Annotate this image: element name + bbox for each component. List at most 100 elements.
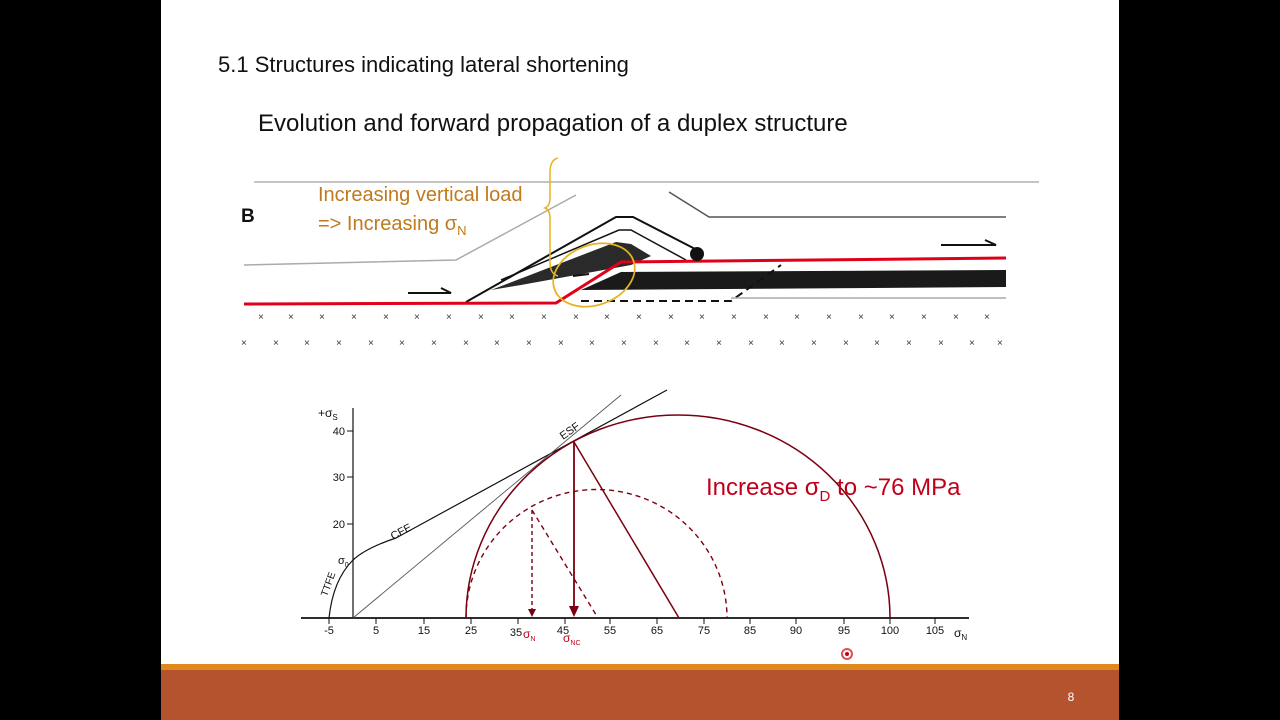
svg-text:×: × xyxy=(858,312,864,323)
pin-marker xyxy=(690,247,704,261)
svg-text:×: × xyxy=(843,338,849,349)
x-tick: 5 xyxy=(373,625,379,637)
x-tick: 15 xyxy=(418,625,430,637)
svg-text:×: × xyxy=(969,338,975,349)
arrow-right xyxy=(941,239,997,246)
x-tick: 105 xyxy=(926,625,944,637)
svg-text:×: × xyxy=(258,312,264,323)
slide-heading: Evolution and forward propagation of a d… xyxy=(258,110,848,137)
page-number: 8 xyxy=(1067,690,1075,704)
svg-text:×: × xyxy=(431,338,437,349)
thrust-sheet-outer xyxy=(465,216,702,303)
vertical-load-annotation: Increasing vertical load => Increasing σ… xyxy=(318,181,523,245)
svg-text:×: × xyxy=(526,338,532,349)
y-tick-40: 40 xyxy=(333,426,345,438)
svg-text:×: × xyxy=(446,312,452,323)
svg-text:×: × xyxy=(826,312,832,323)
horse-layer-dark xyxy=(491,242,651,290)
svg-text:×: × xyxy=(763,312,769,323)
svg-text:×: × xyxy=(558,338,564,349)
sigma0-label: σ0 xyxy=(338,555,349,569)
svg-text:×: × xyxy=(938,338,944,349)
ttfe-label: TTFE xyxy=(319,570,338,598)
mohr-circle-final xyxy=(465,414,891,619)
svg-text:×: × xyxy=(604,312,610,323)
x-tick: 45 xyxy=(557,625,569,637)
radius-line-final xyxy=(573,441,680,619)
svg-text:×: × xyxy=(636,312,642,323)
svg-text:×: × xyxy=(953,312,959,323)
upper-bed-right xyxy=(668,191,1006,218)
svg-text:×: × xyxy=(399,338,405,349)
svg-text:×: × xyxy=(494,338,500,349)
footer-accent-line xyxy=(161,664,1119,670)
y-axis-label: +σS xyxy=(318,406,338,422)
svg-text:×: × xyxy=(509,312,515,323)
footer-bar xyxy=(161,670,1119,720)
svg-text:×: × xyxy=(889,312,895,323)
svg-text:×: × xyxy=(921,312,927,323)
svg-text:×: × xyxy=(684,338,690,349)
sigma-n-arrowhead xyxy=(528,609,536,617)
x-tick: 25 xyxy=(465,625,477,637)
x-tick-marks xyxy=(328,618,936,624)
x-tick: 100 xyxy=(881,625,899,637)
svg-text:×: × xyxy=(794,312,800,323)
slide: 5.1 Structures indicating lateral shorte… xyxy=(161,0,1119,720)
svg-text:×: × xyxy=(668,312,674,323)
mohr-circle-initial xyxy=(465,488,728,619)
svg-text:×: × xyxy=(811,338,817,349)
x-tick: 65 xyxy=(651,625,663,637)
cfe-envelope xyxy=(352,389,668,561)
roof-layer-dark xyxy=(581,270,1006,290)
sigma-nc-arrowhead xyxy=(569,606,579,617)
svg-text:×: × xyxy=(731,312,737,323)
svg-text:×: × xyxy=(368,338,374,349)
mohr-diagram: 40 30 20 +σS -5 5 15 25 35 45 55 65 75 8… xyxy=(301,389,969,660)
duplex-cross-section: × × × × × × × × × × × × × × × × × × × × × × × × × × × × × × × × … xyxy=(241,157,1039,349)
basement-crosses: × × × × × × × × × × × × × × × × × × × × × × × × × × × × × × × × … xyxy=(241,312,1003,349)
cfe-label: CFE xyxy=(389,522,414,543)
svg-text:×: × xyxy=(304,338,310,349)
load-line-1: Increasing vertical load xyxy=(318,184,523,206)
svg-text:×: × xyxy=(653,338,659,349)
y-tick-marks xyxy=(347,430,353,525)
svg-text:×: × xyxy=(997,338,1003,349)
sigma-nc-marker: σNC xyxy=(563,631,581,647)
cursor-pointer-dot xyxy=(845,652,849,656)
panel-label: B xyxy=(241,206,255,227)
x-axis-label: σN xyxy=(954,626,967,642)
svg-text:×: × xyxy=(984,312,990,323)
svg-text:×: × xyxy=(779,338,785,349)
arrow-left xyxy=(408,287,452,294)
svg-text:×: × xyxy=(351,312,357,323)
arrow-middle xyxy=(572,273,590,277)
svg-text:×: × xyxy=(288,312,294,323)
svg-text:×: × xyxy=(621,338,627,349)
svg-text:×: × xyxy=(383,312,389,323)
sigma-n-marker: σN xyxy=(523,627,535,643)
future-thrust-dashed xyxy=(581,264,782,302)
x-tick: 55 xyxy=(604,625,616,637)
x-tick: 35 xyxy=(510,627,522,639)
esf-line xyxy=(352,394,622,619)
y-tick-30: 30 xyxy=(333,472,345,484)
upper-bed-left xyxy=(243,194,577,266)
y-tick-20: 20 xyxy=(333,519,345,531)
svg-text:×: × xyxy=(716,338,722,349)
cursor-pointer xyxy=(841,648,853,660)
svg-text:×: × xyxy=(874,338,880,349)
x-tick: 90 xyxy=(790,625,802,637)
increase-sigma-d-annotation: Increase σD to ~76 MPa xyxy=(706,474,961,505)
svg-text:×: × xyxy=(748,338,754,349)
ttfe-envelope xyxy=(328,559,354,619)
svg-text:×: × xyxy=(463,338,469,349)
load-line-2: => Increasing σN xyxy=(318,213,467,238)
svg-text:×: × xyxy=(241,338,247,349)
load-brace xyxy=(542,157,559,277)
x-tick: -5 xyxy=(324,625,334,637)
svg-text:×: × xyxy=(414,312,420,323)
svg-text:×: × xyxy=(541,312,547,323)
x-tick: 85 xyxy=(744,625,756,637)
svg-text:×: × xyxy=(319,312,325,323)
